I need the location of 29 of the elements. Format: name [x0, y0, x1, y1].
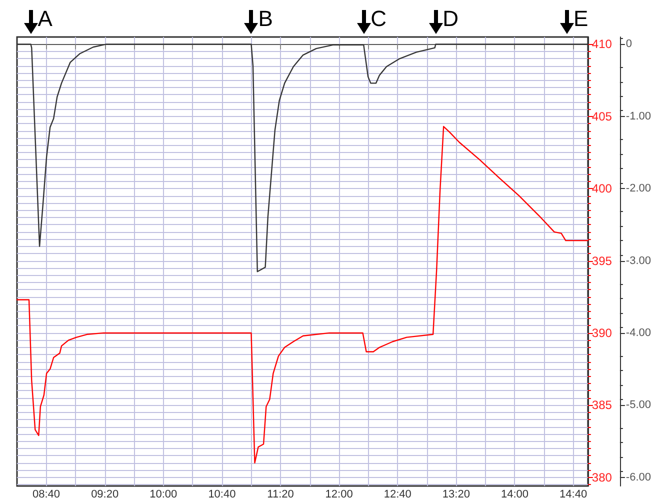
x-tick-label: 13:20 [442, 488, 470, 500]
annotation: B [258, 6, 273, 32]
y2-tick-label: 380 [592, 470, 612, 484]
y-tick-label: -1.00 [626, 110, 652, 122]
annotation: E [574, 6, 588, 32]
y2-tick-label: 410 [592, 37, 612, 52]
y-tick-label: -6.00 [626, 471, 652, 484]
x-tick-label: 10:40 [208, 488, 236, 500]
y2-tick-label: 405 [592, 109, 612, 124]
y2-tick-label: 385 [592, 398, 612, 412]
x-tick-label: 10:00 [150, 488, 178, 500]
x-tick-label: 12:00 [325, 488, 353, 500]
y-tick-label: -5.00 [626, 399, 652, 412]
annotation: A [38, 6, 52, 32]
annotation: D [442, 6, 459, 32]
y-tick-label: -4.00 [626, 326, 652, 339]
x-tick-label: 09:20 [91, 488, 119, 500]
y-tick-label: -3.00 [626, 254, 652, 267]
y2-tick-label: 395 [592, 254, 612, 268]
x-tick-label: 11:20 [267, 488, 294, 500]
y2-tick-label: 390 [592, 326, 612, 340]
x-tick-label: 08:40 [32, 488, 60, 500]
y2-tick-label: 400 [592, 182, 612, 196]
x-tick-label: 14:00 [500, 488, 528, 500]
x-tick-label: 12:40 [384, 488, 412, 500]
annotation: C [370, 6, 387, 32]
x-tick-label: 14:40 [560, 488, 588, 500]
y-tick-label: -2.00 [626, 182, 652, 195]
y-tick-label: 0 [626, 38, 632, 50]
